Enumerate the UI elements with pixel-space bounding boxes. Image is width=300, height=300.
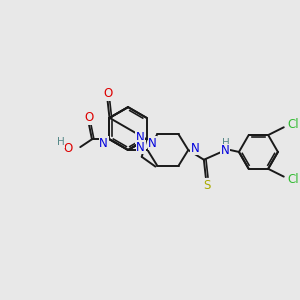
Text: N: N [135, 131, 144, 144]
Text: Cl: Cl [288, 118, 299, 131]
Text: N: N [221, 145, 230, 158]
Text: N: N [148, 137, 157, 150]
Text: S: S [203, 178, 211, 192]
Text: N: N [99, 137, 108, 150]
Text: O: O [63, 142, 73, 154]
Text: H: H [57, 137, 65, 147]
Text: N: N [136, 141, 145, 154]
Text: O: O [103, 87, 112, 100]
Text: O: O [84, 111, 94, 124]
Text: H: H [222, 138, 230, 148]
Text: N: N [191, 142, 200, 154]
Text: Cl: Cl [288, 173, 299, 186]
